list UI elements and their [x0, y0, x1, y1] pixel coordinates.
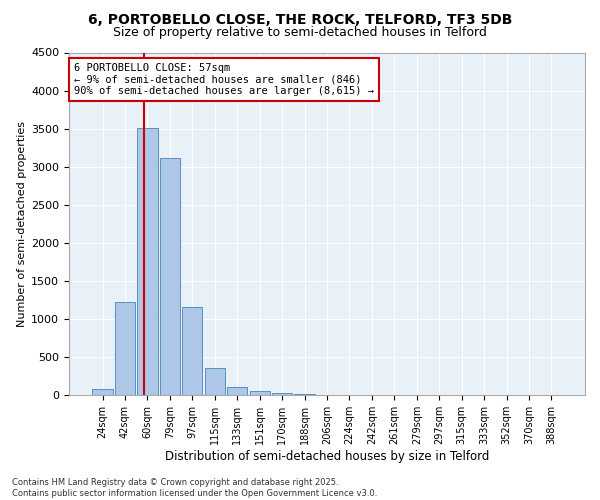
Bar	[160, 158, 180, 395]
Bar	[295, 394, 314, 395]
Bar	[182, 306, 202, 395]
Bar	[115, 302, 135, 395]
Text: Size of property relative to semi-detached houses in Telford: Size of property relative to semi-detach…	[113, 26, 487, 39]
Text: 6 PORTOBELLO CLOSE: 57sqm
← 9% of semi-detached houses are smaller (846)
90% of : 6 PORTOBELLO CLOSE: 57sqm ← 9% of semi-d…	[74, 63, 374, 96]
X-axis label: Distribution of semi-detached houses by size in Telford: Distribution of semi-detached houses by …	[165, 450, 489, 462]
Text: Contains HM Land Registry data © Crown copyright and database right 2025.
Contai: Contains HM Land Registry data © Crown c…	[12, 478, 377, 498]
Bar	[92, 389, 113, 395]
Bar	[137, 128, 158, 395]
Bar	[250, 391, 270, 395]
Y-axis label: Number of semi-detached properties: Number of semi-detached properties	[17, 120, 27, 327]
Bar	[205, 368, 225, 395]
Bar	[272, 392, 292, 395]
Text: 6, PORTOBELLO CLOSE, THE ROCK, TELFORD, TF3 5DB: 6, PORTOBELLO CLOSE, THE ROCK, TELFORD, …	[88, 12, 512, 26]
Bar	[227, 388, 247, 395]
